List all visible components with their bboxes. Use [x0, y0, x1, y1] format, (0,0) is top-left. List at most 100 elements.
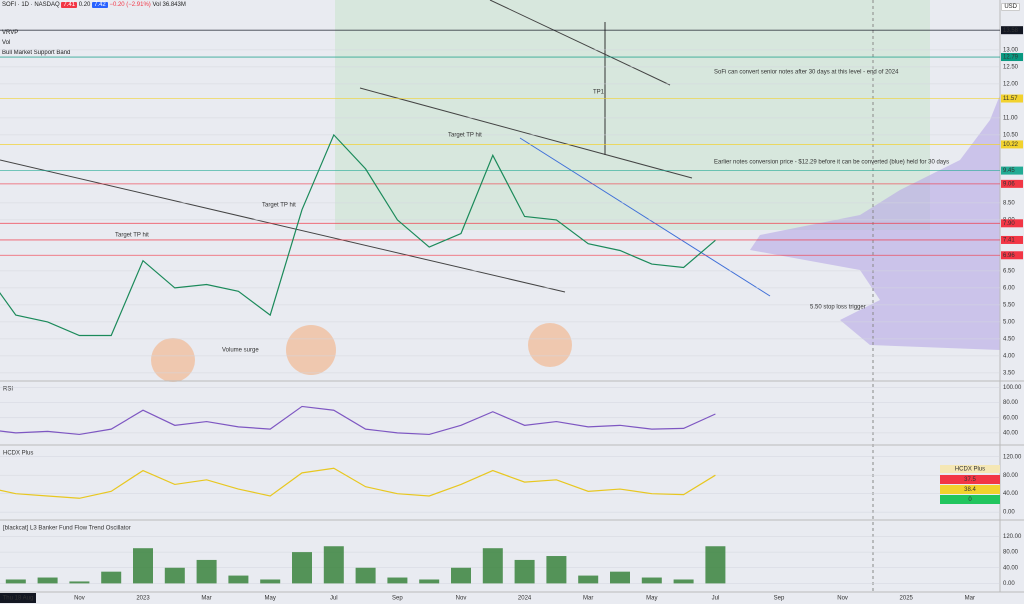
- ask-box[interactable]: 7.42: [92, 2, 108, 8]
- bar: [196, 559, 217, 584]
- info-title: HCDX Plus: [955, 467, 985, 473]
- level-box: [1001, 235, 1023, 244]
- series-line: [0, 405, 716, 436]
- bar: [482, 548, 503, 584]
- change: −0.20 (−2.91%): [109, 2, 151, 8]
- symbol[interactable]: SOFI · 1D · NASDAQ: [2, 2, 60, 8]
- annotation: Target TP hit: [262, 203, 296, 209]
- panel-title: [blackcat] L3 Banker Fund Flow Trend Osc…: [3, 526, 131, 532]
- y-tick-label: 8.50: [1003, 200, 1015, 206]
- bar: [451, 567, 471, 584]
- highlight-zone: [335, 0, 930, 230]
- info-row: [940, 485, 1000, 494]
- level-label: 7.41: [1003, 238, 1015, 244]
- annotation: Target TP hit: [115, 233, 149, 239]
- indicator[interactable]: Bull Market Support Band: [2, 50, 71, 56]
- indicator[interactable]: VRVP: [2, 30, 19, 36]
- annotation: Volume surge: [222, 348, 259, 354]
- indicator-list: VRVP Vol Bull Market Support Band: [2, 28, 70, 58]
- info-value: 37.5: [964, 477, 976, 483]
- trend-line: [359, 87, 693, 179]
- level-label: 13.58: [1003, 28, 1019, 34]
- y-tick-label: 12.50: [1003, 64, 1019, 70]
- series-line: [0, 467, 716, 499]
- annotation: 5.50 stop loss trigger: [810, 305, 866, 311]
- y-tick-label: 4.50: [1003, 336, 1015, 342]
- x-tick-label: Nov: [456, 596, 467, 602]
- panel-title: RSI: [3, 387, 13, 393]
- y-tick-label: 11.00: [1003, 115, 1018, 121]
- bar: [419, 579, 440, 584]
- bar: [37, 577, 58, 584]
- x-tick-label: Mar: [965, 596, 975, 602]
- y-tick-label: 6.00: [1003, 285, 1015, 291]
- bar: [546, 556, 567, 584]
- volume: Vol 36.843M: [152, 2, 186, 8]
- x-tick-label: Mar: [583, 596, 593, 602]
- y-tick-label: 5.00: [1003, 319, 1015, 325]
- level-box: [1001, 251, 1023, 260]
- header: SOFI · 1D · NASDAQ 7.41 0.20 7.42 −0.20 …: [2, 2, 186, 8]
- y-tick-label: 80.00: [1003, 400, 1019, 406]
- y-tick-label: 12.00: [1003, 81, 1019, 87]
- bar: [101, 571, 122, 584]
- level-label: 9.06: [1003, 181, 1015, 187]
- level-label: 11.57: [1003, 96, 1018, 102]
- price-box[interactable]: 7.41: [61, 2, 78, 8]
- x-tick-label: May: [265, 596, 276, 602]
- y-tick-label: 80.00: [1003, 473, 1019, 479]
- y-tick-label: 60.00: [1003, 415, 1019, 421]
- bar: [5, 579, 26, 584]
- level-box: [1001, 53, 1023, 62]
- y-tick-label: 0.00: [1003, 581, 1015, 587]
- bar: [705, 546, 726, 584]
- x-tick-label: 2024: [518, 596, 532, 602]
- highlight-circle: [151, 338, 195, 382]
- y-tick-label: 0.00: [1003, 510, 1015, 516]
- trend-line: [489, 0, 671, 86]
- level-box: [1001, 166, 1023, 175]
- annotation: Target TP hit: [448, 133, 482, 139]
- level-label: 9.45: [1003, 168, 1015, 174]
- date-box: [0, 593, 36, 603]
- series-line: [0, 133, 716, 337]
- level-box: [1001, 219, 1023, 228]
- info-header: [940, 465, 1000, 473]
- bar: [164, 567, 185, 584]
- volume-profile: [750, 95, 1000, 350]
- info-row: [940, 495, 1000, 504]
- currency[interactable]: USD: [1001, 3, 1020, 11]
- info-row: [940, 475, 1000, 484]
- bar: [514, 559, 535, 584]
- y-tick-label: 10.50: [1003, 132, 1019, 138]
- y-tick-label: 4.00: [1003, 353, 1015, 359]
- panel-title: HCDX Plus: [3, 451, 33, 457]
- x-tick-label: 2025: [900, 596, 914, 602]
- highlight-circle: [528, 323, 572, 367]
- level-box: [1001, 94, 1023, 103]
- y-tick-label: 120.00: [1003, 454, 1022, 460]
- bar: [641, 577, 662, 584]
- x-tick-label: Thu 18 Aug: [3, 596, 34, 602]
- trend-line: [519, 137, 771, 297]
- level-label: 7.90: [1003, 221, 1015, 227]
- level-label: 10.22: [1003, 142, 1019, 148]
- x-tick-label: 2023: [136, 596, 150, 602]
- level-label: 12.79: [1003, 55, 1019, 61]
- annotation: TP1: [593, 90, 605, 96]
- highlight-circle: [286, 325, 336, 375]
- bar: [260, 579, 281, 584]
- x-tick-label: Sep: [392, 596, 403, 602]
- y-tick-label: 100.00: [1003, 385, 1022, 391]
- y-tick-label: 40.00: [1003, 491, 1019, 497]
- bar: [323, 546, 344, 584]
- info-value: 38.4: [964, 487, 976, 493]
- level-box: [1001, 179, 1023, 188]
- spread: 0.20: [78, 2, 91, 8]
- indicator[interactable]: Vol: [2, 40, 11, 46]
- y-tick-label: 5.50: [1003, 302, 1015, 308]
- y-tick-label: 40.00: [1003, 430, 1019, 436]
- trend-line: [0, 159, 566, 293]
